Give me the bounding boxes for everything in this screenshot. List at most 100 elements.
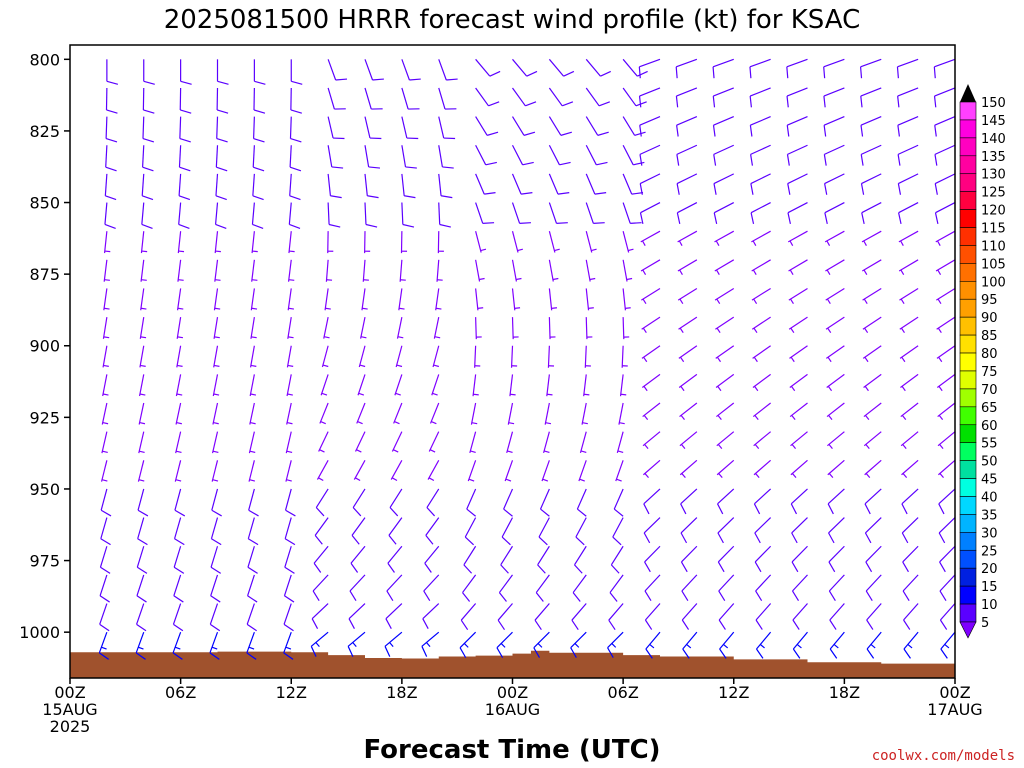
wind-barb	[938, 488, 956, 515]
wind-barb	[140, 231, 148, 254]
wind-barb	[399, 259, 406, 282]
wind-barb	[140, 288, 147, 311]
wind-barb	[209, 603, 221, 632]
wind-barb	[283, 603, 294, 632]
wind-barb	[102, 317, 110, 339]
wind-barb	[288, 202, 301, 229]
wind-barb	[644, 603, 661, 630]
wind-barb	[287, 288, 294, 311]
wind-barb	[576, 488, 587, 517]
wind-barb	[583, 374, 590, 397]
wind-barb	[290, 87, 302, 114]
wind-barb	[934, 116, 956, 137]
y-tick-label: 975	[29, 552, 60, 571]
wind-barb	[360, 316, 367, 339]
wind-barb	[503, 488, 514, 517]
colorbar-swatch	[959, 281, 977, 300]
wind-barb	[936, 287, 956, 305]
colorbar-swatch	[959, 549, 977, 569]
wind-barb	[639, 144, 661, 166]
wind-barb	[99, 603, 110, 632]
wind-barb	[643, 459, 661, 478]
colorbar-label: 45	[981, 473, 998, 488]
wind-barb	[389, 488, 403, 517]
wind-barb	[507, 402, 515, 425]
y-tick-label: 875	[29, 265, 60, 284]
wind-barb	[677, 230, 698, 246]
wind-barb	[865, 545, 882, 573]
colorbar-swatch	[959, 155, 977, 175]
wind-barb	[358, 345, 366, 368]
wind-barb	[138, 402, 146, 425]
wind-barb	[250, 317, 257, 339]
wind-barb	[290, 59, 303, 85]
wind-barb	[860, 173, 882, 195]
wind-barb	[864, 517, 882, 544]
wind-barb	[323, 316, 330, 339]
wind-barb	[178, 145, 191, 172]
wind-barb	[823, 116, 845, 137]
wind-barb	[901, 459, 919, 478]
wind-barb	[251, 231, 258, 254]
x-tick-label: 00Z	[497, 683, 528, 702]
wind-barb	[175, 374, 183, 397]
wind-barb	[585, 231, 597, 253]
wind-barb	[467, 460, 477, 482]
colorbar-swatch	[959, 352, 977, 372]
wind-barb	[755, 574, 772, 601]
y-tick-label: 900	[29, 337, 60, 356]
wind-barb	[533, 631, 550, 658]
x-tick-label: 15AUG	[42, 700, 97, 719]
speed-colorbar: 1501451401351301251201151101051009590858…	[959, 84, 1006, 639]
wind-barb	[936, 316, 956, 334]
y-tick-label: 925	[29, 408, 60, 427]
wind-barb	[712, 116, 734, 137]
wind-barb	[475, 116, 499, 136]
wind-barb	[136, 546, 148, 574]
colorbar-label: 30	[981, 526, 998, 541]
wind-barb	[362, 259, 369, 282]
colorbar-swatch	[959, 119, 977, 139]
wind-barb	[318, 431, 329, 453]
colorbar-label: 55	[981, 437, 998, 452]
wind-barb	[139, 317, 147, 339]
wind-barb	[421, 631, 440, 657]
wind-barb	[539, 488, 550, 517]
wind-barb	[791, 517, 808, 544]
wind-barb	[898, 230, 919, 246]
wind-barb	[423, 574, 440, 601]
wind-barb	[715, 345, 735, 363]
wind-barb	[511, 288, 521, 311]
wind-barb	[574, 545, 587, 574]
x-tick-label: 18Z	[386, 683, 417, 702]
wind-barb	[313, 545, 329, 573]
colorbar-label: 75	[981, 365, 998, 380]
wind-barb	[347, 631, 366, 657]
wind-barb	[788, 287, 808, 305]
wind-barb	[253, 116, 265, 143]
y-tick-label: 800	[29, 50, 60, 69]
wind-barb	[676, 116, 698, 137]
wind-barb	[900, 373, 919, 392]
wind-barb	[939, 545, 956, 573]
wind-barb	[622, 144, 645, 166]
wind-barb	[612, 517, 624, 546]
wind-barb	[252, 145, 265, 172]
wind-barb	[825, 316, 845, 334]
wind-barb	[934, 173, 956, 195]
wind-barb	[862, 316, 882, 334]
wind-barb	[546, 374, 553, 397]
wind-barb	[860, 144, 882, 166]
wind-barb	[141, 202, 153, 229]
wind-barb	[575, 517, 587, 546]
wind-barb	[285, 460, 292, 482]
wind-barb	[579, 431, 587, 454]
wind-barb	[460, 603, 477, 630]
wind-barb	[675, 87, 698, 108]
colorbar-swatch	[959, 603, 977, 623]
wind-barb	[210, 574, 221, 603]
wind-barb	[861, 230, 882, 246]
wind-barb	[622, 173, 644, 195]
wind-barb	[676, 173, 698, 195]
wind-barb	[286, 374, 293, 397]
